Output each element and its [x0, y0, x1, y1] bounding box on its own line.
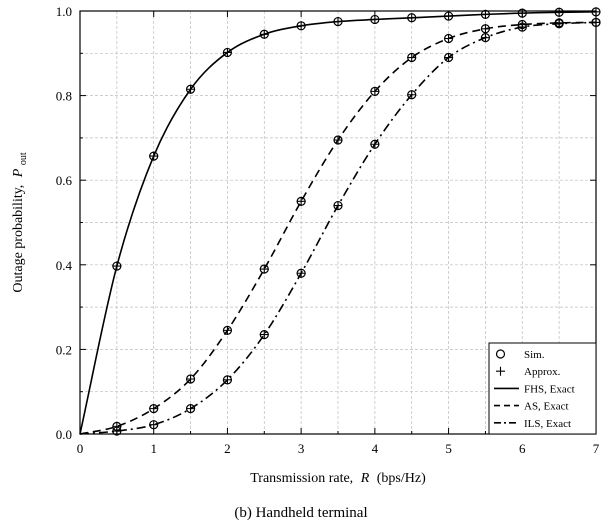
approx-marker-fhs: [333, 17, 343, 27]
x-tick-label: 2: [224, 441, 231, 456]
x-tick-label: 5: [445, 441, 452, 456]
approx-marker-fhs: [149, 151, 159, 161]
axis-ticks: 0 1 2 3 4 5 6 7 0.0 0.2 0.4 0.6 0.8 1.0: [56, 4, 600, 456]
x-tick-label: 1: [150, 441, 157, 456]
approx-marker-fhs: [222, 47, 232, 57]
legend-label: ILS, Exact: [524, 418, 571, 430]
approx-marker-fhs: [554, 7, 564, 17]
approx-marker-as: [149, 404, 159, 414]
legend-label: FHS, Exact: [524, 383, 575, 395]
legend-label: Approx.: [524, 366, 561, 378]
approx-marker-ils: [149, 420, 159, 430]
approx-marker-ils: [222, 375, 232, 385]
approx-marker-ils: [186, 404, 196, 414]
x-axis-title: Transmission rate, R (bps/Hz): [250, 471, 426, 486]
approx-marker-ils: [259, 330, 269, 340]
x-axis-title-var: R: [360, 471, 370, 486]
approx-marker-as: [259, 264, 269, 274]
x-tick-label: 3: [298, 441, 305, 456]
y-tick-label: 0.8: [56, 89, 72, 104]
y-tick-label: 0.2: [56, 342, 72, 357]
approx-marker-ils: [407, 90, 417, 100]
approx-marker-as: [296, 196, 306, 206]
legend-symbol-circle: [495, 349, 506, 359]
approx-marker-ils: [554, 19, 564, 29]
x-tick-label: 6: [519, 441, 526, 456]
approx-marker-ils: [333, 201, 343, 211]
x-tick-label: 0: [77, 441, 84, 456]
approx-marker-fhs: [112, 261, 122, 271]
approx-marker-fhs: [407, 13, 417, 23]
y-axis-title-sub: out: [18, 152, 29, 165]
series-line-fhs: [79, 11, 597, 435]
y-tick-label: 1.0: [56, 4, 72, 19]
approx-marker-fhs: [296, 21, 306, 31]
y-axis-title: Outage probability, P out: [11, 152, 29, 293]
y-tick-label: 0.0: [56, 427, 72, 442]
approx-marker-as: [407, 53, 417, 63]
approx-marker-as: [186, 374, 196, 384]
figure-caption: (b) Handheld terminal: [234, 505, 367, 521]
legend-box: [488, 342, 597, 435]
approx-marker-as: [480, 24, 490, 34]
x-axis-title-unit: (bps/Hz): [377, 471, 426, 486]
approx-marker-ils: [370, 139, 380, 149]
legend-symbol-plus: [496, 366, 505, 376]
approx-marker-ils: [296, 268, 306, 278]
x-axis-title-text: Transmission rate,: [250, 471, 353, 486]
y-tick-label: 0.6: [56, 173, 73, 188]
approx-marker-fhs: [186, 84, 196, 94]
approx-marker-as: [333, 135, 343, 145]
x-tick-label: 7: [593, 441, 600, 456]
legend-label: AS, Exact: [524, 401, 569, 413]
approx-marker-fhs: [259, 29, 269, 39]
y-tick-label: 0.4: [56, 258, 73, 273]
y-axis-title-text: Outage probability,: [11, 185, 26, 293]
approx-marker-as: [370, 86, 380, 96]
approx-marker-as: [222, 325, 232, 335]
y-axis-title-var: P: [11, 168, 26, 178]
legend: Sim. Approx. FHS, Exact AS, Exact ILS, Exact: [488, 342, 597, 435]
approx-marker-ils: [517, 22, 527, 32]
approx-marker-ils: [444, 53, 454, 63]
x-tick-label: 4: [372, 441, 379, 456]
approx-marker-ils: [480, 33, 490, 43]
legend-label: Sim.: [524, 349, 545, 361]
approx-marker-as: [444, 33, 454, 43]
